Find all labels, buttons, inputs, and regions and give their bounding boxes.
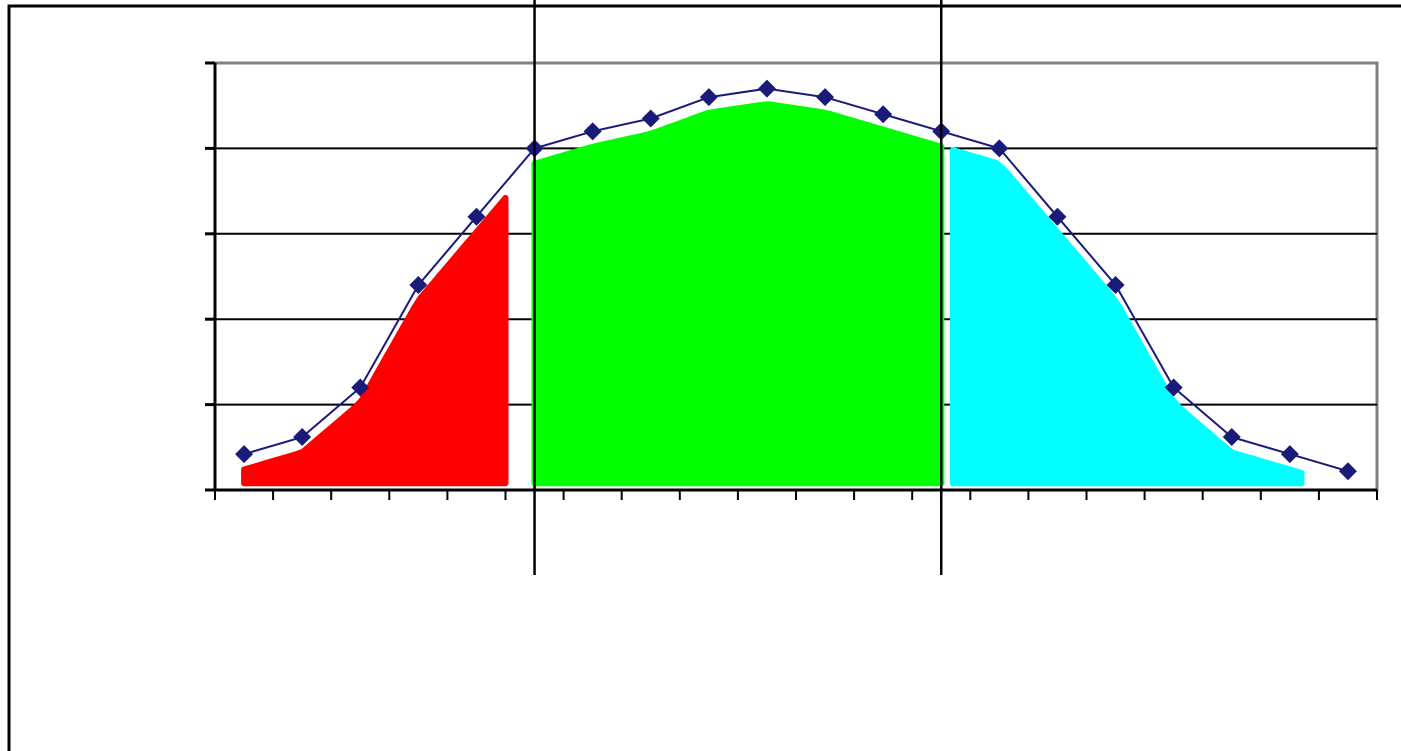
shaded-region-1 — [531, 101, 945, 487]
data-point-2 — [351, 378, 370, 397]
data-point-14 — [1048, 207, 1067, 226]
data-point-9 — [757, 79, 776, 98]
data-point-19 — [1338, 462, 1357, 481]
shaded-region-2 — [949, 147, 1305, 487]
data-point-1 — [293, 428, 312, 447]
data-point-4 — [467, 207, 486, 226]
series-line — [243, 87, 1349, 473]
data-point-0 — [235, 445, 254, 464]
axis-layer — [205, 61, 1378, 500]
data-point-7 — [641, 109, 660, 128]
series-layer — [235, 79, 1357, 481]
data-point-15 — [1106, 276, 1125, 295]
vline-layer — [533, 0, 943, 575]
data-point-18 — [1280, 445, 1299, 464]
data-point-8 — [699, 88, 718, 107]
shaded-region-0 — [241, 194, 509, 487]
data-point-10 — [816, 88, 835, 107]
region-layer — [241, 101, 1305, 487]
data-point-3 — [409, 276, 428, 295]
data-point-16 — [1164, 378, 1183, 397]
outer-frame — [7, 4, 1401, 751]
data-point-17 — [1222, 428, 1241, 447]
data-point-13 — [990, 139, 1009, 158]
data-point-11 — [874, 105, 893, 124]
data-point-6 — [583, 122, 602, 141]
